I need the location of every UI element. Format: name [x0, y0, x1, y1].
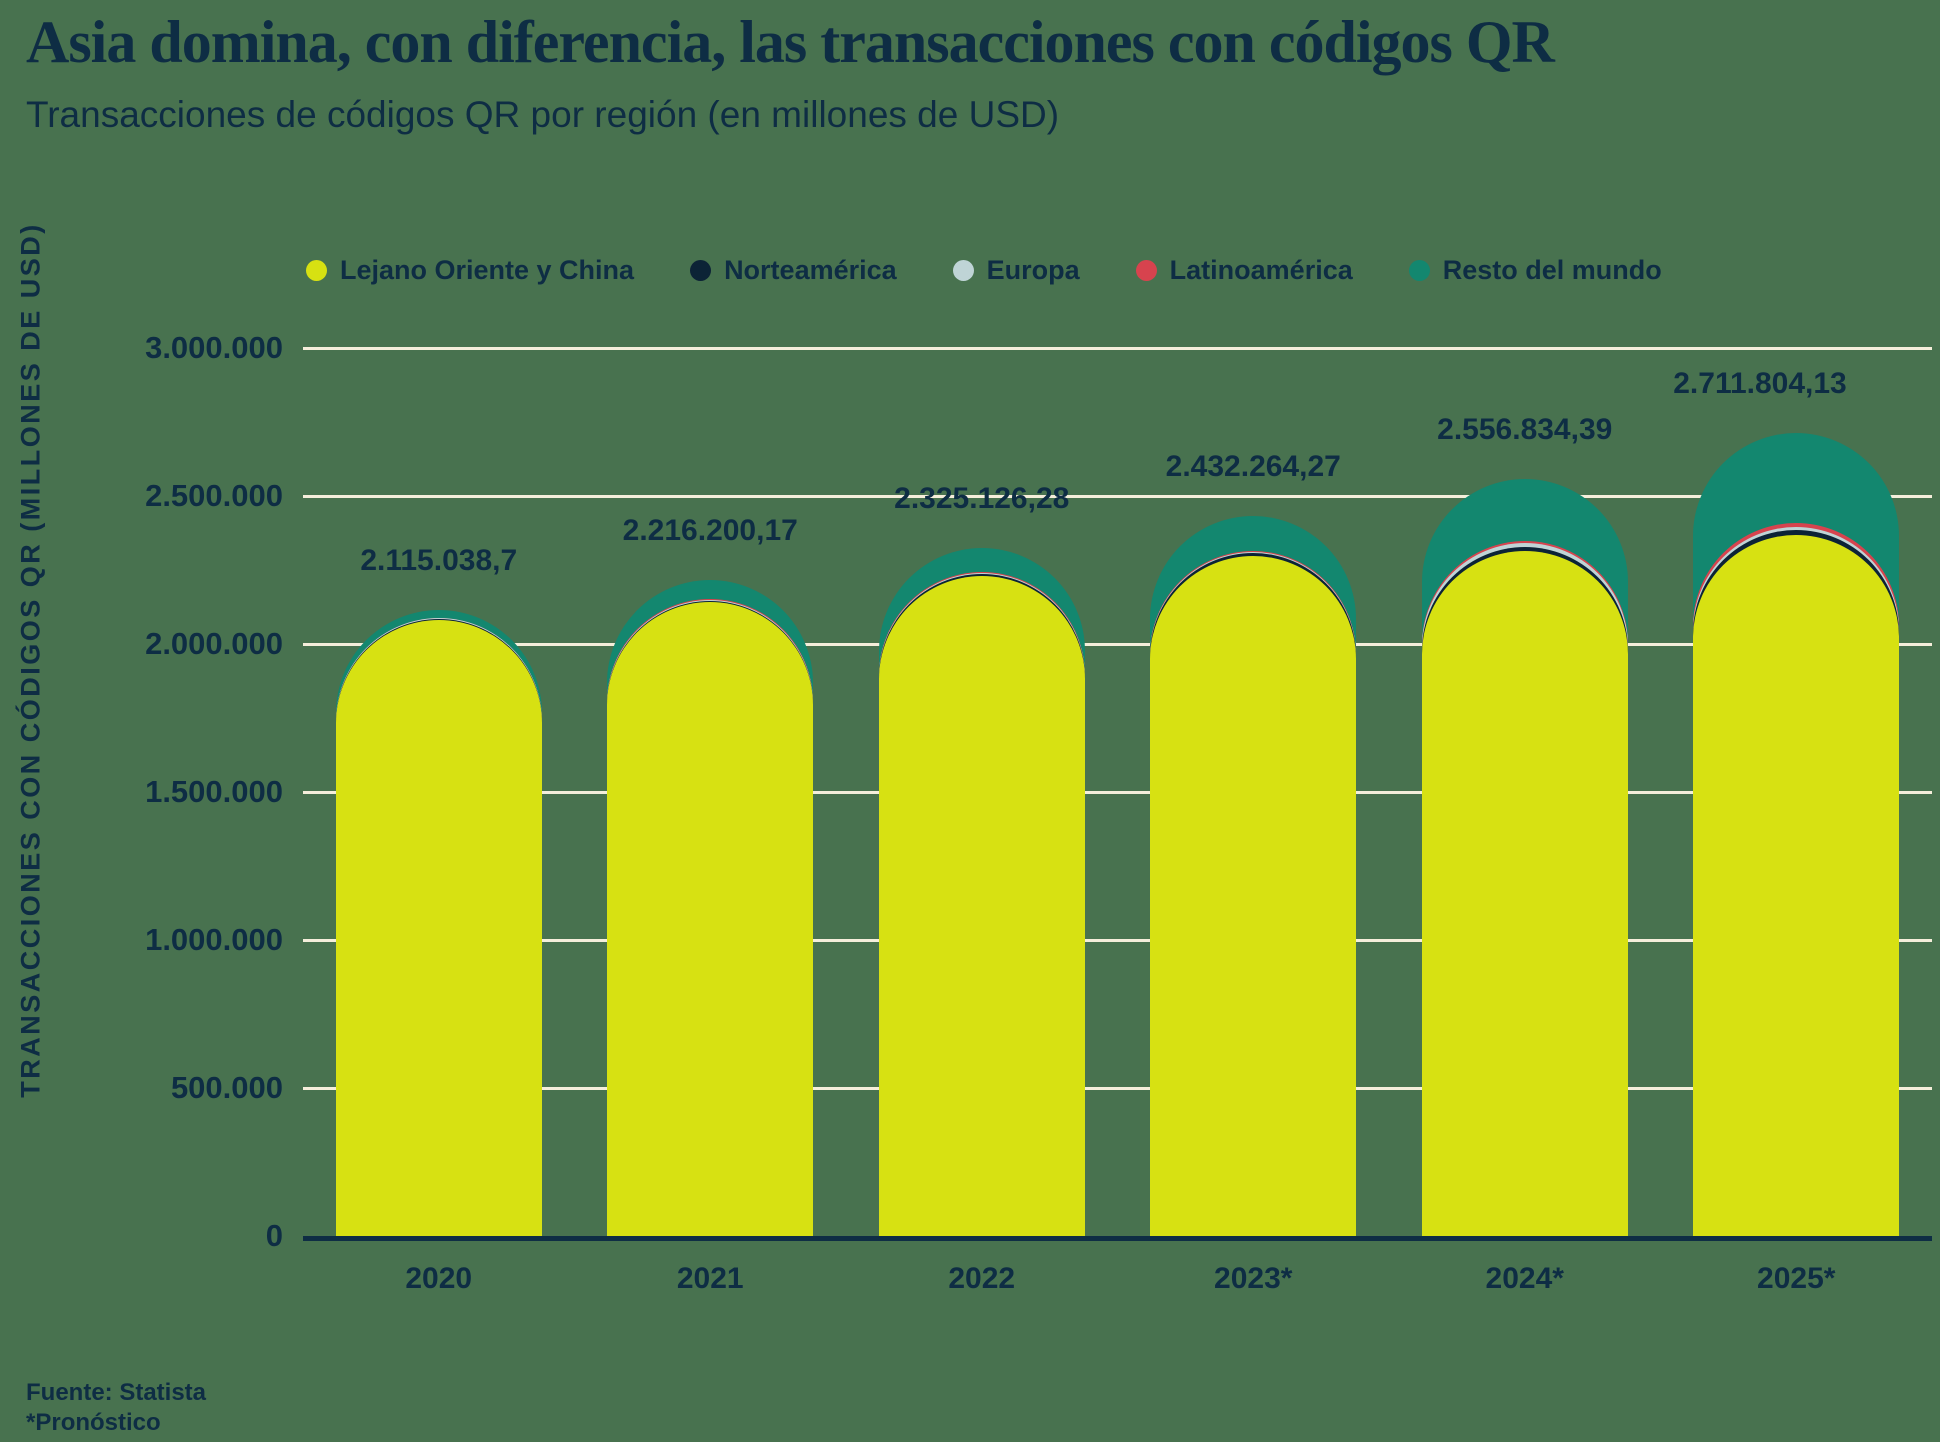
forecast-note: *Pronóstico	[26, 1409, 161, 1436]
total-data-label: 2.711.804,13	[1673, 367, 1847, 401]
legend-label: Lejano Oriente y China	[340, 254, 635, 285]
legend-item: Latinoamérica	[1135, 254, 1353, 286]
x-tick-label: 2025*	[1757, 1262, 1836, 1295]
total-data-label: 2.556.834,39	[1437, 413, 1613, 447]
total-data-label: 2.216.200,17	[622, 514, 798, 547]
bar-segment	[607, 601, 814, 1236]
total-data-label: 2.432.264,27	[1165, 450, 1341, 484]
legend-item: Europa	[952, 254, 1080, 286]
legend-dot-icon	[690, 259, 712, 281]
y-tick-label: 1.000.000	[145, 922, 283, 957]
y-tick-label: 1.500.000	[145, 774, 283, 809]
y-tick-label: 2.000.000	[145, 626, 283, 661]
legend-dot-icon	[1408, 259, 1430, 281]
y-tick-label: 0	[265, 1218, 283, 1253]
source-note: Fuente: Statista	[26, 1379, 207, 1406]
legend-dot-icon	[306, 259, 327, 281]
bar-segment	[335, 619, 542, 1236]
y-tick-label: 3.000.000	[145, 330, 283, 365]
x-tick-label: 2021	[676, 1262, 744, 1295]
legend-label: Europa	[986, 254, 1080, 285]
bar-segment	[1693, 535, 1900, 1236]
y-tick-label: 2.500.000	[145, 478, 283, 513]
bar-segment	[1421, 551, 1628, 1236]
legend-item: Lejano Oriente y China	[306, 255, 634, 286]
bar-segment	[878, 575, 1085, 1236]
legend-label: Latinoamérica	[1169, 254, 1353, 285]
gridline	[303, 790, 1932, 794]
legend-dot-icon	[952, 259, 974, 281]
legend-label: Norteamérica	[724, 254, 897, 285]
gridline	[303, 346, 1932, 350]
legend-dot-icon	[1135, 259, 1157, 281]
y-tick-label: 500.000	[170, 1070, 283, 1105]
x-tick-label: 2023*	[1214, 1262, 1293, 1295]
x-tick-label: 2024*	[1485, 1262, 1564, 1295]
total-data-label: 2.115.038,7	[360, 543, 518, 577]
legend-item: Norteamérica	[690, 255, 897, 286]
gridline	[303, 1086, 1932, 1090]
x-axis-line	[303, 1236, 1932, 1241]
legend: Lejano Oriente y China Norteamérica Europa…	[306, 250, 1662, 290]
x-tick-label: 2020	[405, 1262, 473, 1295]
gridline	[303, 642, 1932, 646]
total-data-label: 2.325.126,28	[894, 481, 1070, 515]
chart-title: Asia domina, con diferencia, las transac…	[26, 9, 1555, 75]
x-tick-label: 2022	[948, 1262, 1016, 1295]
footer: Fuente: Statista *Pronóstico	[26, 1378, 206, 1438]
legend-label: Resto del mundo	[1442, 254, 1662, 285]
gridline	[303, 938, 1932, 942]
gridline	[303, 494, 1932, 498]
legend-item: Resto del mundo	[1408, 254, 1662, 286]
chart-subtitle: Transacciones de códigos QR por región (…	[26, 94, 1060, 135]
bar-segment	[1150, 556, 1357, 1236]
